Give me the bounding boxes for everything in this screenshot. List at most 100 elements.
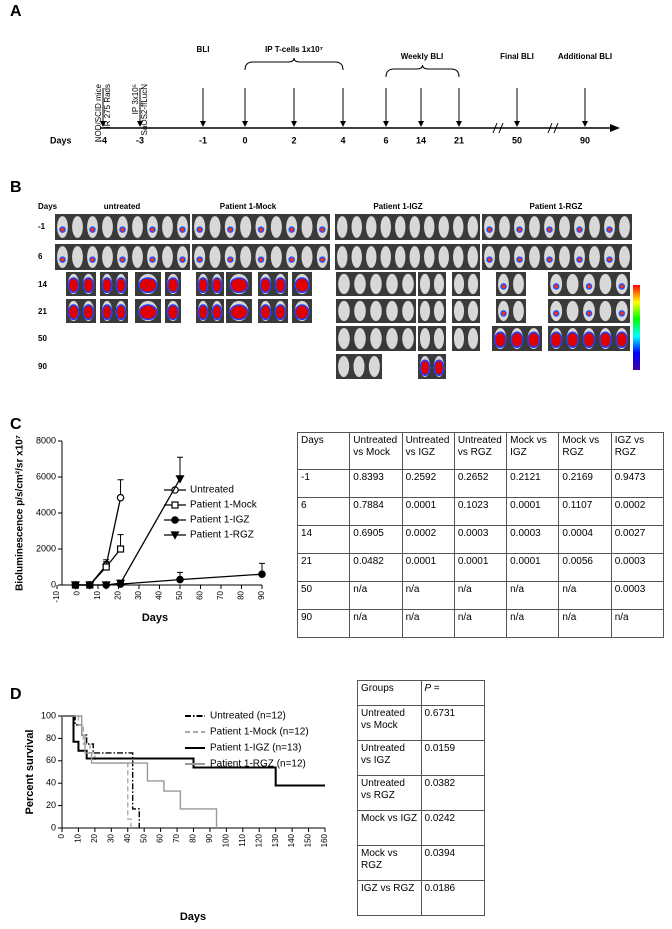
signal (606, 226, 613, 233)
signal (138, 277, 158, 294)
mouse (599, 273, 612, 295)
table-cell: 0.0003 (453, 525, 508, 554)
timeline-label: Final BLI (500, 52, 534, 61)
marker (258, 570, 266, 579)
x-tick-label: 0 (57, 833, 66, 838)
survival-curve (62, 715, 132, 828)
signal (546, 256, 553, 263)
table-cell: n/a (506, 581, 560, 610)
y-tick-label: 2000 (36, 543, 56, 553)
table-cell: IGZ vs RGZ (357, 880, 422, 916)
table-row: -1 0.8393 0.2592 0.2652 0.2121 0.2169 0.9473 (296, 469, 665, 498)
mouse (353, 356, 365, 377)
table-cell: 0.8393 (349, 469, 403, 498)
signal (599, 331, 612, 348)
signal (227, 226, 234, 233)
signal (486, 226, 493, 233)
table-row: 21 0.0482 0.0001 0.0001 0.0001 0.0056 0.0003 (296, 553, 665, 582)
table-cell: n/a (349, 581, 403, 610)
marker (70, 581, 80, 590)
panel-label: D (10, 686, 22, 703)
signal (149, 256, 156, 263)
table-cell: n/a (401, 581, 455, 610)
legend-label: Patient 1-RGZ (n=12) (210, 759, 306, 770)
colorbar (633, 285, 640, 370)
x-tick-label: 90 (257, 590, 266, 599)
marker (116, 493, 125, 502)
arrow-head (610, 124, 620, 132)
marker (85, 581, 95, 590)
mouse (402, 328, 414, 349)
mouse (559, 216, 570, 238)
table-cell: 0.1107 (558, 497, 612, 526)
legend-label: Untreated (n=12) (210, 711, 286, 722)
table-cell: 6 (296, 497, 351, 526)
mouse (132, 216, 143, 238)
table-cell: 0.0482 (349, 553, 403, 582)
table-cell: 0.0003 (610, 553, 665, 582)
timeline-label: BLI (197, 45, 210, 54)
table-cell: 0.0001 (506, 497, 560, 526)
x-tick-label: 110 (238, 833, 247, 846)
signal (101, 277, 113, 294)
signal (618, 310, 626, 317)
mouse (438, 216, 449, 238)
day-label: -4 (99, 135, 107, 145)
table-cell: 0.2592 (401, 469, 455, 498)
table-cell: 0.6905 (349, 525, 403, 554)
table-cell: n/a (453, 581, 508, 610)
signal (500, 310, 507, 317)
x-tick-label: 40 (155, 590, 164, 599)
mouse (529, 246, 540, 268)
table-cell: 21 (296, 553, 351, 582)
y-tick-label: 0 (51, 822, 56, 832)
x-tick-label: 60 (196, 590, 205, 599)
mouse (301, 216, 313, 238)
mouse (559, 246, 570, 268)
signal (585, 310, 593, 317)
mouse (419, 300, 431, 322)
signal (288, 226, 295, 233)
signal (549, 331, 563, 348)
mouse (433, 273, 445, 295)
signal (294, 304, 310, 321)
mouse (409, 246, 420, 268)
signal (516, 226, 523, 233)
signal (319, 226, 326, 233)
y-tick-label: 60 (46, 755, 56, 765)
x-tick-label: 90 (205, 833, 214, 842)
table-cell: n/a (506, 609, 560, 638)
signal (288, 256, 295, 263)
mouse (102, 246, 113, 268)
mouse (338, 273, 350, 295)
survival-curve (62, 715, 325, 787)
mouse (395, 216, 406, 238)
x-tick-label: 50 (175, 590, 184, 599)
mouse (599, 300, 612, 322)
signal (546, 226, 553, 233)
day-label: 50 (38, 334, 47, 343)
day-label: -3 (136, 135, 144, 145)
table-cell: 0.0382 (420, 775, 485, 811)
table-cell: 0.0004 (558, 525, 612, 554)
signal (566, 331, 579, 348)
table-cell: 0.0159 (420, 740, 485, 776)
day-label: 90 (38, 362, 47, 371)
mouse (619, 246, 630, 268)
x-tick-label: 10 (93, 590, 102, 599)
signal (196, 256, 203, 263)
table-cell: Mock vs RGZ (357, 845, 422, 881)
signal (419, 359, 431, 376)
header-cell: Untreated vs RGZ (453, 432, 508, 470)
mouse (453, 216, 464, 238)
table-cell: n/a (349, 609, 403, 638)
mouse (409, 216, 420, 238)
mouse (354, 328, 366, 349)
table-cell: 0.9473 (610, 469, 665, 498)
arrow-head (100, 121, 106, 127)
day-label: -1 (38, 222, 46, 231)
mouse (386, 328, 398, 349)
signal (59, 256, 66, 263)
panel-label: C (10, 416, 22, 433)
mouse (72, 246, 83, 268)
